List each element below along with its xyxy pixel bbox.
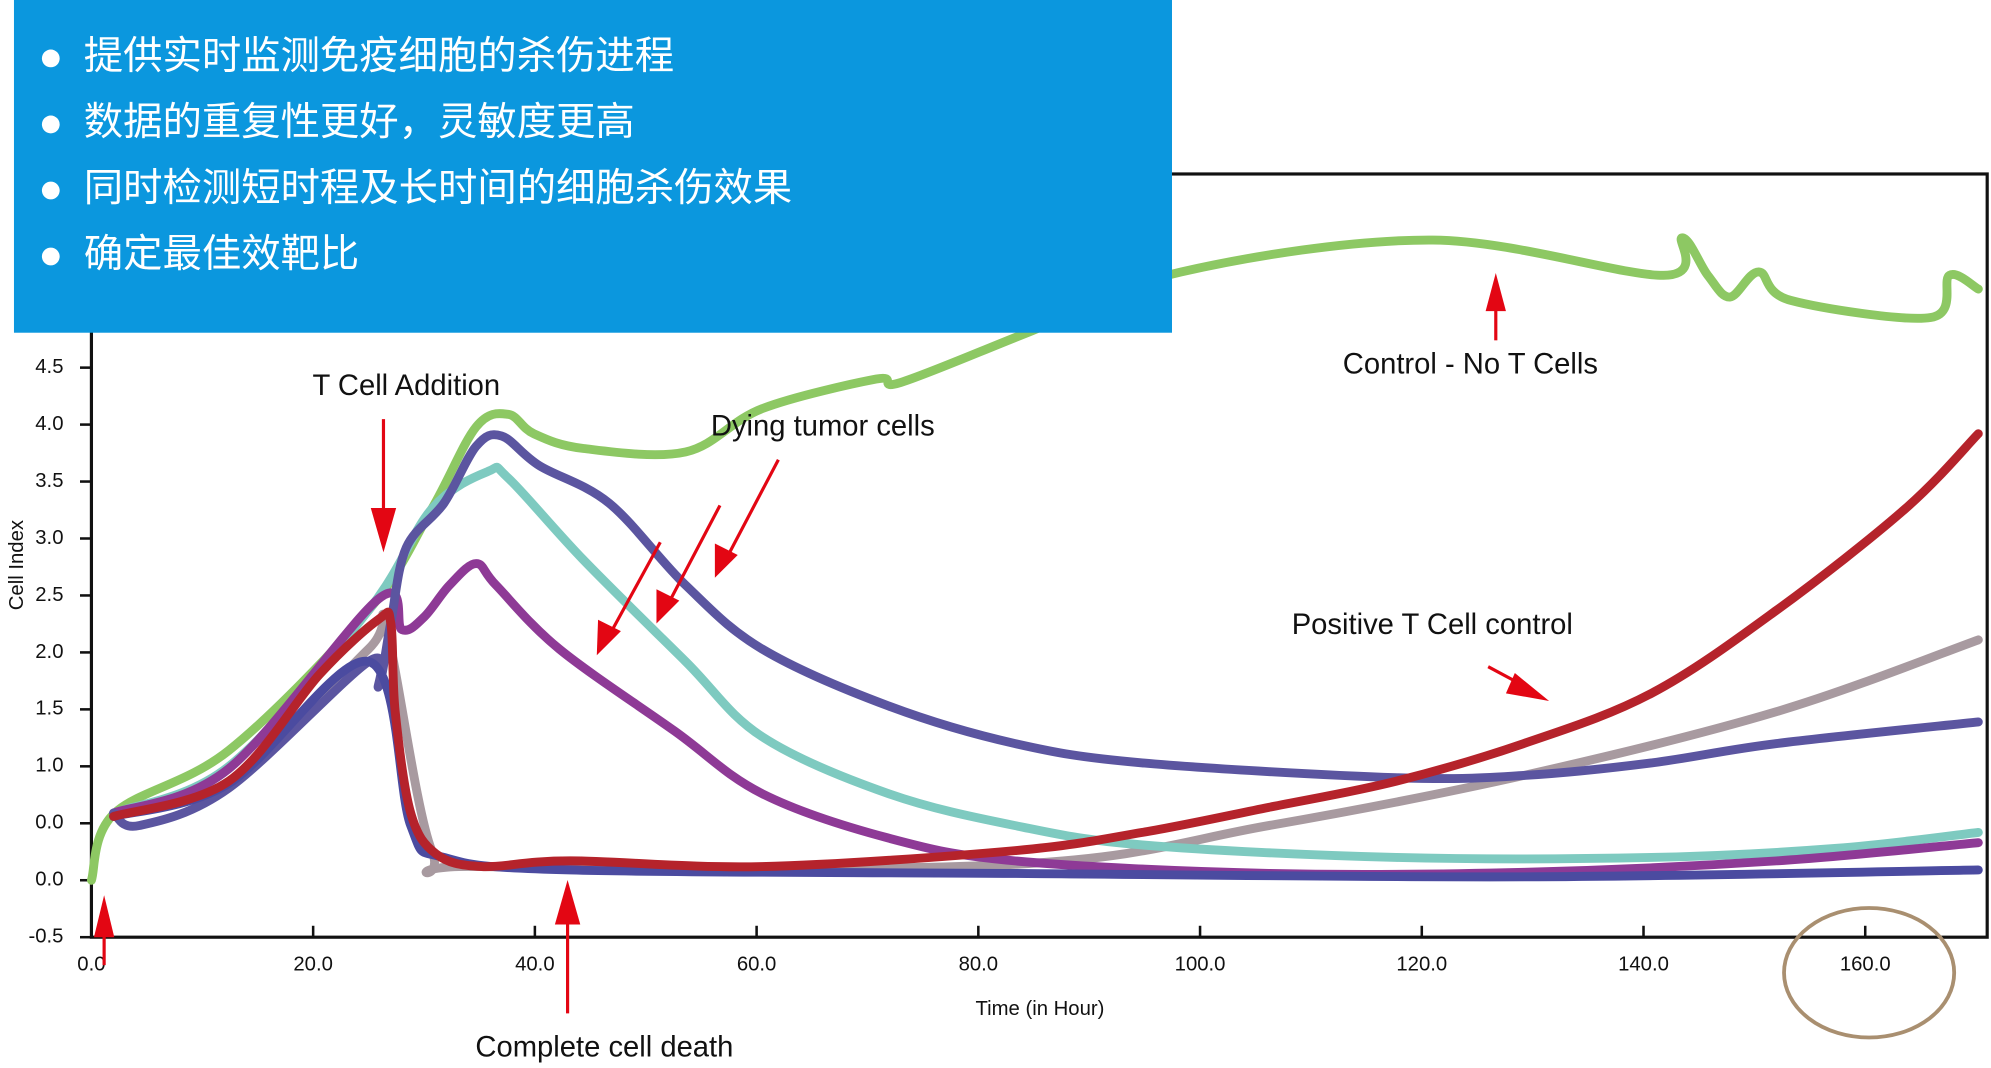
arrows (93, 273, 1550, 1014)
annotation: Control - No T Cells (1343, 348, 1598, 380)
y-tick-label: -0.5 (29, 926, 64, 948)
x-tick-label: 120.0 (1396, 953, 1447, 975)
y-tick-label: 2.5 (35, 584, 63, 606)
series-line (86, 233, 1983, 885)
x-tick-label: 140.0 (1618, 953, 1669, 975)
bullet-dot (41, 49, 60, 68)
y-tick-label: 0.0 (35, 812, 63, 834)
x-tick-label: 20.0 (293, 953, 333, 975)
bullet-text: 数据的重复性更好，灵敏度更高 (84, 99, 635, 145)
overlay: Time (in Hour) Cell Index T Cell Additio… (6, 0, 1957, 1064)
y-tick-label: 1.0 (35, 755, 63, 777)
bullet-text: 同时检测短时程及长时间的细胞杀伤效果 (84, 165, 792, 211)
y-tick-label: 0.0 (35, 869, 63, 891)
annotation: Positive T Cell control (1292, 609, 1573, 641)
series-line (109, 429, 1983, 872)
series-line (109, 462, 1983, 864)
y-tick-label: 3.0 (35, 527, 63, 549)
bullet-dot (41, 115, 60, 134)
y-tick-label: 2.0 (35, 641, 63, 663)
info-panel (13, 0, 1172, 333)
x-tick-label: 100.0 (1175, 953, 1226, 975)
y-axis-label: Cell Index (6, 520, 28, 610)
x-axis-label: Time (in Hour) (975, 998, 1104, 1020)
x-tick-label: 60.0 (737, 953, 777, 975)
bullet-dot (41, 181, 60, 200)
y-tick-label: 1.5 (35, 698, 63, 720)
annotation: Complete cell death (475, 1032, 733, 1064)
x-tick-label: 80.0 (959, 953, 999, 975)
bullet-text: 确定最佳效靶比 (84, 231, 359, 277)
bullet-dot (41, 247, 60, 266)
plot-area: -0.5 0.0 0.0 1.0 1.5 2.0 2.5 3.0 3.5 4.0 4.5 0.0 20.… (29, 172, 1989, 975)
series-line (109, 657, 1983, 882)
bullet-text: 提供实时监测免疫细胞的杀伤进程 (84, 33, 674, 79)
y-tick-label: 3.5 (35, 470, 63, 492)
annotation: T Cell Addition (312, 370, 500, 402)
x-tick-label: 40.0 (515, 953, 555, 975)
y-tick-label: 4.0 (35, 413, 63, 435)
annotation: Dying tumor cells (711, 411, 935, 443)
x-tick-label: 160.0 (1840, 953, 1891, 975)
y-tick-label: 4.5 (35, 356, 63, 378)
x-tick-label: 0.0 (77, 953, 105, 975)
bullet-list: 提供实时监测免疫细胞的杀伤进程数据的重复性更好，灵敏度更高同时检测短时程及长时间… (41, 33, 792, 277)
highlight-circle (1782, 906, 1957, 1040)
